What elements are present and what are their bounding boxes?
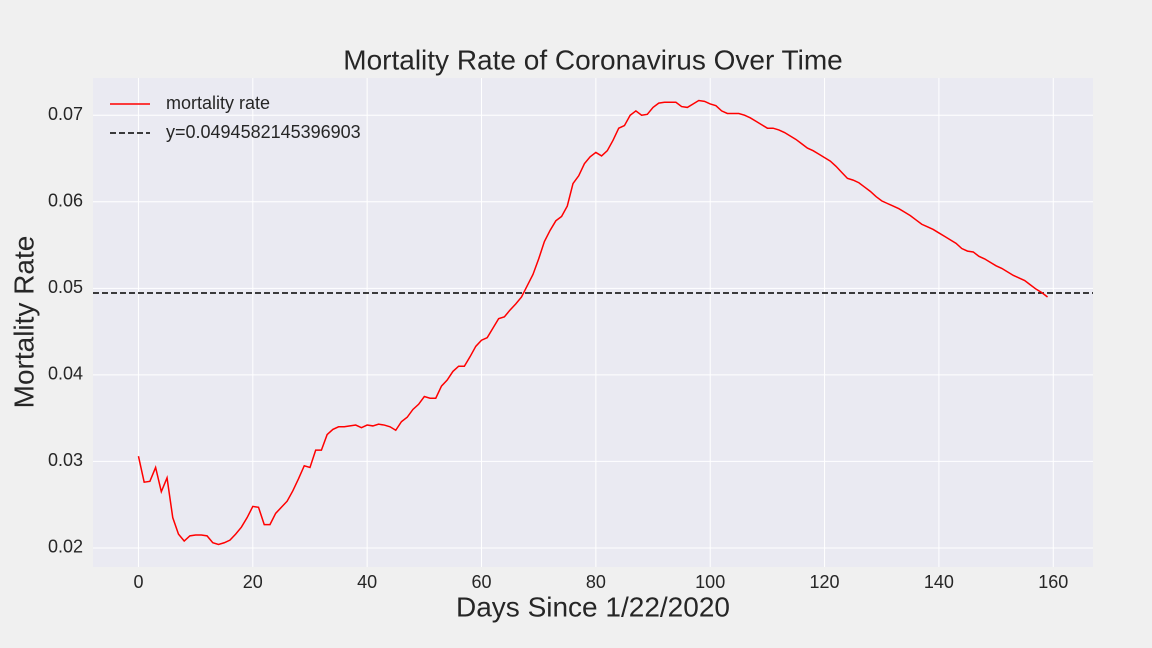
y-tick-label: 0.02 xyxy=(48,537,83,557)
x-tick-label: 40 xyxy=(357,572,377,592)
x-tick-label: 140 xyxy=(924,572,954,592)
x-tick-label: 0 xyxy=(133,572,143,592)
x-tick-label: 120 xyxy=(810,572,840,592)
data-line xyxy=(137,99,1048,546)
legend-label: y=0.0494582145396903 xyxy=(166,122,361,142)
x-tick-label: 160 xyxy=(1038,572,1068,592)
y-tick-label: 0.05 xyxy=(48,277,83,297)
plot-area xyxy=(93,78,1093,567)
y-axis-label: Mortality Rate xyxy=(8,236,39,409)
y-tick-label: 0.06 xyxy=(48,191,83,211)
legend-label: mortality rate xyxy=(166,93,270,113)
x-tick-label: 80 xyxy=(586,572,606,592)
y-tick-label: 0.03 xyxy=(48,450,83,470)
x-axis-label: Days Since 1/22/2020 xyxy=(456,591,730,622)
chart-title: Mortality Rate of Coronavirus Over Time xyxy=(343,44,843,75)
x-tick-label: 100 xyxy=(695,572,725,592)
y-tick-label: 0.07 xyxy=(48,104,83,124)
x-tick-label: 60 xyxy=(471,572,491,592)
x-tick-label: 20 xyxy=(243,572,263,592)
y-tick-label: 0.04 xyxy=(48,364,83,384)
